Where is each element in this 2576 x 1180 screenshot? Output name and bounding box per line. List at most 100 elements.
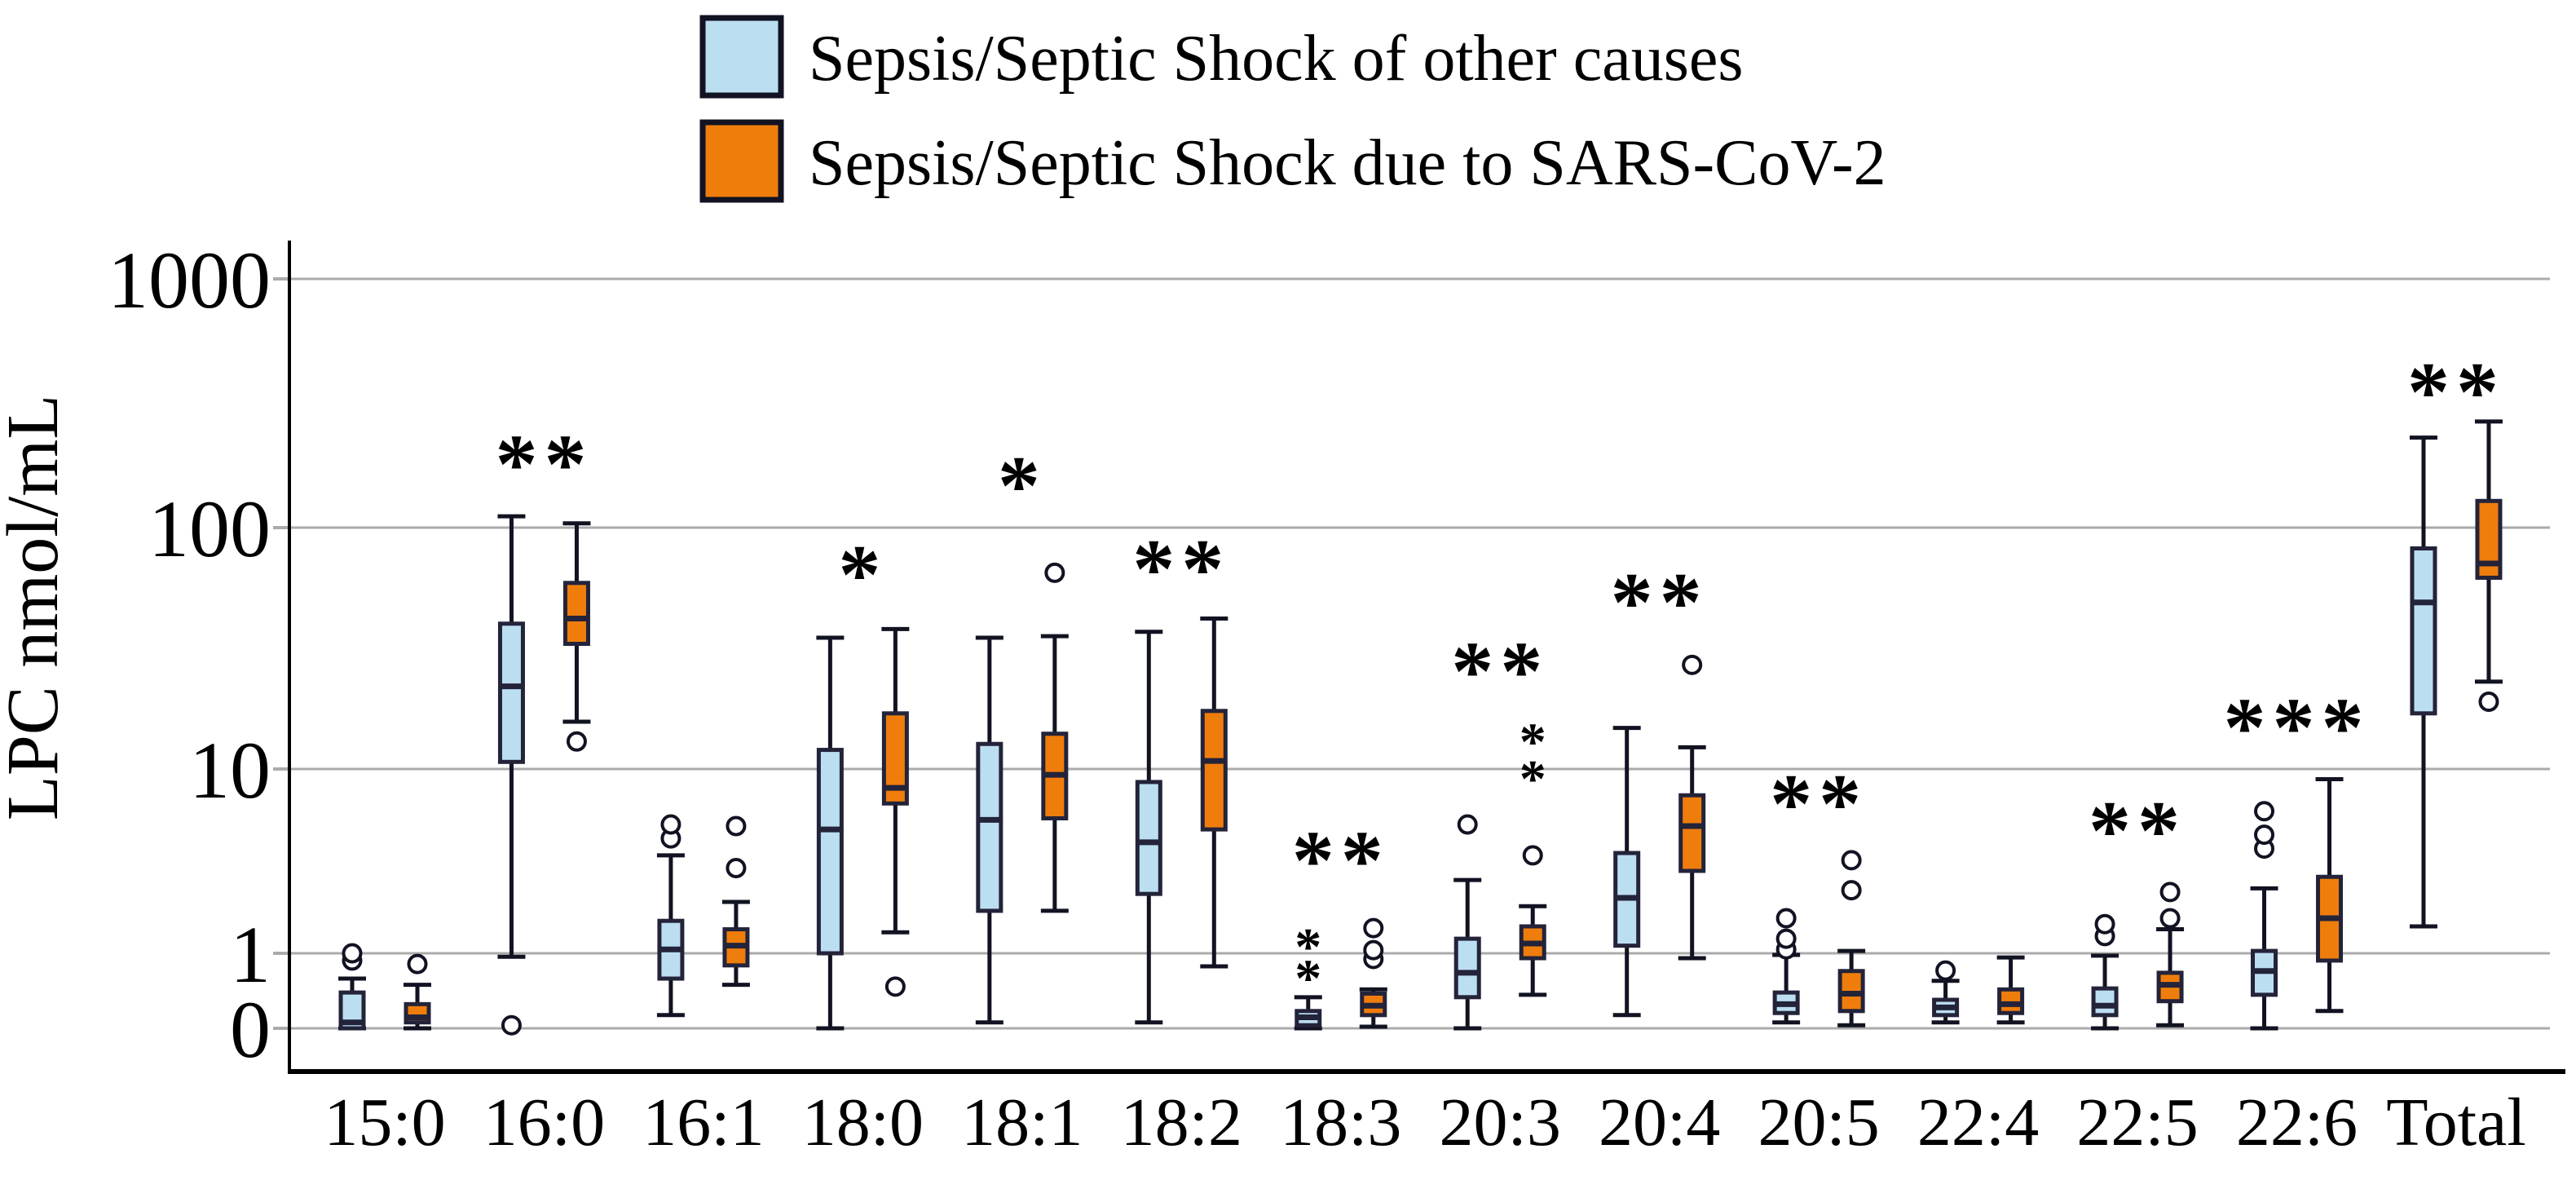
outlier-circle	[2254, 801, 2275, 822]
significance-marker-20:4: **	[1611, 556, 1709, 650]
x-axis-label-22:4: 22:4	[1917, 1085, 2039, 1160]
x-axis-label-20:3: 20:3	[1440, 1085, 1561, 1160]
box-group-20:3-other-causes	[1453, 814, 1482, 1031]
x-axis-label-18:0: 18:0	[802, 1085, 924, 1160]
outlier-circle	[501, 1014, 522, 1036]
y-tick-1000: 1000	[108, 235, 271, 325]
y-tick-10: 10	[189, 725, 271, 815]
x-axis-label-22:5: 22:5	[2076, 1085, 2198, 1160]
y-tick-0: 0	[230, 984, 271, 1075]
box-16:0-sars-cov-2	[562, 581, 590, 647]
legend-swatch-other-causes	[699, 15, 784, 99]
outlier-circle	[2159, 908, 2181, 929]
outlier-circle	[2254, 824, 2275, 846]
x-axis-label-16:0: 16:0	[483, 1085, 605, 1160]
box-group-18:2-other-causes	[1135, 630, 1163, 1025]
outlier-circle	[2094, 913, 2115, 935]
outlier-circle	[1775, 928, 1797, 949]
box-group-18:3-other-causes: **	[1294, 917, 1322, 1031]
outlier-circle	[1522, 845, 1543, 866]
significance-marker-18:3: **	[1292, 814, 1390, 908]
box-group-18:2-sars-cov-2	[1200, 617, 1228, 969]
significance-marker-Total: **	[2407, 345, 2505, 439]
box-group-20:5-other-causes	[1772, 908, 1801, 1025]
box-group-16:1-other-causes	[656, 814, 685, 1018]
outlier-circle	[407, 953, 428, 974]
outlier-circle	[726, 815, 747, 837]
box-group-16:0-sars-cov-2	[562, 521, 591, 752]
x-axis-label-18:2: 18:2	[1121, 1085, 1242, 1160]
box-group-Total-sars-cov-2	[2474, 419, 2503, 712]
outlier-circle	[1457, 814, 1478, 835]
outlier-circle	[1775, 908, 1797, 929]
box-18:0-other-causes	[816, 748, 844, 956]
box-group-15:0-other-causes	[338, 943, 366, 1031]
significance-marker-18:2: **	[1132, 523, 1230, 617]
outlier-circle	[1682, 654, 1703, 675]
box-18:1-other-causes	[976, 741, 1003, 913]
x-axis-label-16:1: 16:1	[642, 1085, 764, 1160]
significance-marker-22:5: **	[2089, 784, 2186, 878]
outlier-circle	[1363, 917, 1384, 939]
y-axis-ticks: 1000 100 10 1 0	[108, 235, 271, 1075]
box-group-20:5-sars-cov-2	[1837, 850, 1866, 1028]
boxplot-content: ****************** *******	[338, 345, 2505, 1036]
box-group-22:6-sars-cov-2	[2315, 777, 2344, 1014]
legend-swatch-sars-cov-2	[699, 119, 784, 203]
box-group-20:4-other-causes	[1612, 726, 1641, 1018]
outlier-circle	[2478, 691, 2499, 712]
box-group-18:3-sars-cov-2	[1359, 917, 1387, 1029]
y-axis-title: LPC nmol/mL	[0, 395, 73, 821]
outlier-circle	[1044, 562, 1065, 583]
box-group-Total-other-causes	[2409, 435, 2437, 929]
x-axis-label-18:3: 18:3	[1280, 1085, 1401, 1160]
box-group-18:1-other-causes	[975, 635, 1003, 1025]
significance-marker-20:5: **	[1770, 758, 1868, 851]
box-group-18:0-other-causes	[816, 635, 845, 1031]
box-group-22:6-other-causes	[2250, 801, 2278, 1031]
box-22:5-other-causes	[2091, 986, 2119, 1018]
box-group-15:0-sars-cov-2	[404, 953, 431, 1031]
outlier-circle	[2159, 882, 2181, 903]
outlier-circle	[1363, 939, 1384, 961]
legend: Sepsis/Septic Shock of other causes Seps…	[699, 15, 1886, 203]
box-20:4-sars-cov-2	[1678, 793, 1706, 873]
outlier-circle	[1935, 960, 1956, 981]
legend-label-sars-cov-2: Sepsis/Septic Shock due to SARS-CoV-2	[809, 127, 1886, 199]
outlier-circle	[1841, 880, 1862, 901]
outlier-circle	[884, 976, 906, 997]
box-22:4-sars-cov-2	[1997, 987, 2025, 1015]
box-group-22:4-other-causes	[1931, 960, 1960, 1025]
x-axis-label-Total: Total	[2386, 1085, 2525, 1160]
box-group-22:4-sars-cov-2	[1996, 955, 2025, 1025]
box-group-22:5-other-causes	[2091, 913, 2119, 1031]
gridlines	[273, 277, 2550, 1030]
box-Total-other-causes	[2410, 546, 2437, 716]
box-18:2-sars-cov-2	[1200, 709, 1228, 832]
outlier-circle	[660, 814, 681, 835]
x-axis-labels: 15:0 16:0 16:1 18:0 18:1 18:2 18:3 20:3 20:4 20:5…	[324, 1085, 2525, 1160]
extreme-outlier-star: *	[1520, 749, 1546, 809]
y-tick-100: 100	[148, 484, 271, 574]
box-group-20:4-sars-cov-2	[1678, 654, 1706, 961]
box-group-16:1-sars-cov-2	[721, 815, 750, 988]
outlier-circle	[566, 731, 587, 752]
box-group-18:0-sars-cov-2	[881, 626, 910, 997]
extreme-outlier-star: *	[1295, 948, 1321, 1008]
box-group-18:1-sars-cov-2	[1040, 562, 1069, 913]
outlier-circle	[726, 857, 747, 878]
box-16:0-other-causes	[497, 621, 525, 764]
x-axis-label-15:0: 15:0	[324, 1085, 445, 1160]
box-20:3-other-causes	[1453, 936, 1481, 1000]
y-tick-1: 1	[230, 909, 271, 1000]
box-group-20:3-sars-cov-2: **	[1519, 713, 1547, 997]
significance-marker-16:0: **	[495, 418, 593, 511]
x-axis-label-18:1: 18:1	[961, 1085, 1083, 1160]
box-18:2-other-causes	[1135, 780, 1162, 896]
significance-marker-20:3: **	[1451, 625, 1549, 718]
x-axis-label-20:5: 20:5	[1758, 1085, 1879, 1160]
outlier-circle	[342, 943, 363, 964]
legend-label-other-causes: Sepsis/Septic Shock of other causes	[809, 23, 1743, 95]
